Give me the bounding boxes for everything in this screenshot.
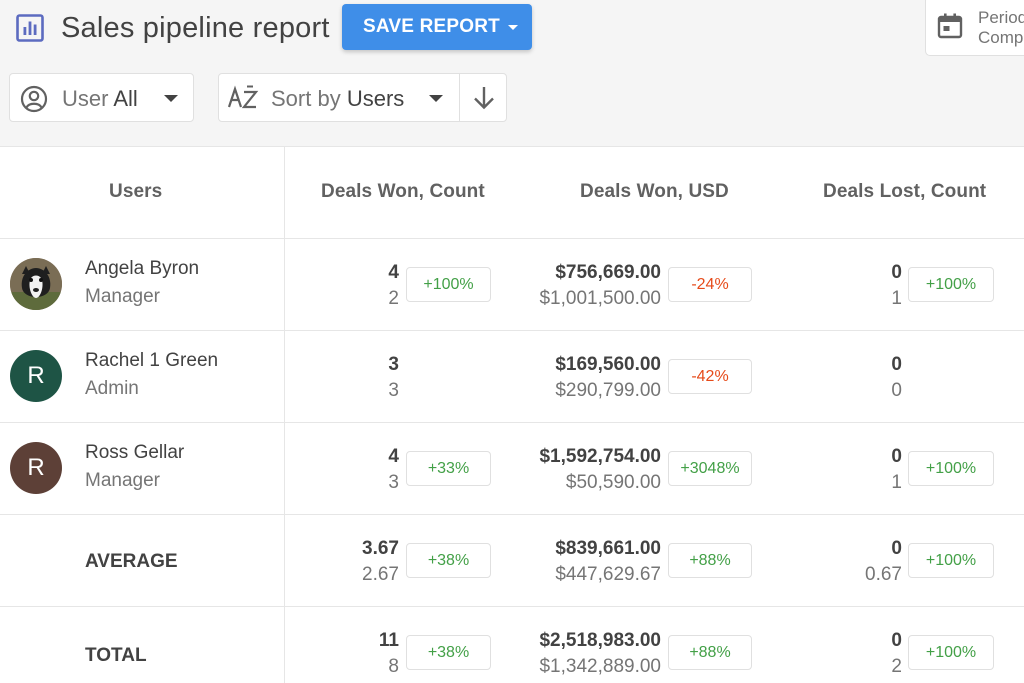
deals-won-count-previous: 2 <box>388 288 399 309</box>
deals-won-count-change-badge: +38% <box>406 543 491 578</box>
deals-won-usd-change-badge: -42% <box>668 359 752 394</box>
summary-label: AVERAGE <box>85 551 178 572</box>
bar-chart-icon <box>16 14 44 42</box>
sort-dropdown[interactable]: Sort by Users <box>218 73 507 122</box>
table-row[interactable]: R Rachel 1 Green Admin 3 3 $169,560.00 $… <box>0 330 1024 422</box>
deals-lost-count-previous: 2 <box>891 656 902 677</box>
user-role: Admin <box>85 378 139 399</box>
column-divider <box>284 147 285 683</box>
deals-won-count-current: 11 <box>378 630 399 651</box>
chevron-down-icon[interactable] <box>508 25 518 30</box>
user-filter-dropdown[interactable]: User All <box>9 73 194 122</box>
deals-won-usd-change-badge: -24% <box>668 267 752 302</box>
deals-won-count-current: 4 <box>388 262 399 283</box>
account-circle-icon <box>20 85 48 113</box>
deals-lost-count-current: 0 <box>891 446 902 467</box>
deals-lost-count-previous: 1 <box>891 472 902 493</box>
deals-lost-count-change-badge: +100% <box>908 267 994 302</box>
arrow-down-icon[interactable] <box>471 85 497 111</box>
save-report-label: SAVE REPORT <box>363 16 500 37</box>
deals-won-usd-previous: $50,590.00 <box>565 472 661 493</box>
avatar: R <box>10 350 62 402</box>
chevron-down-icon <box>429 95 443 102</box>
column-header-deals-won-usd[interactable]: Deals Won, USD <box>580 181 729 202</box>
dog-photo-icon <box>10 258 62 310</box>
deals-lost-count-change-badge: +100% <box>908 635 994 670</box>
summary-label: TOTAL <box>85 645 147 666</box>
deals-won-usd-change-badge: +88% <box>668 635 752 670</box>
summary-row-total: TOTAL 11 8 +38% $2,518,983.00 $1,342,889… <box>0 606 1024 683</box>
deals-lost-count-current: 0 <box>891 538 902 559</box>
user-name[interactable]: Angela Byron <box>85 258 200 279</box>
sort-prefix: Sort by <box>271 86 341 111</box>
deals-lost-count-change-badge: +100% <box>908 543 994 578</box>
deals-lost-count-previous: 0.67 <box>865 564 902 585</box>
report-table: Users Deals Won, Count Deals Won, USD De… <box>0 146 1024 683</box>
user-role: Manager <box>85 470 160 491</box>
deals-won-usd-current: $1,592,754.00 <box>539 446 661 467</box>
deals-won-count-previous: 2.67 <box>362 564 399 585</box>
deals-won-usd-current: $2,518,983.00 <box>539 630 661 651</box>
deals-won-count-change-badge: +38% <box>406 635 491 670</box>
sort-az-icon <box>227 85 259 109</box>
deals-won-count-previous: 3 <box>388 472 399 493</box>
deals-lost-count-change-badge: +100% <box>908 451 994 486</box>
user-role: Manager <box>85 286 160 307</box>
deals-lost-count-previous: 0 <box>891 380 902 401</box>
table-row[interactable]: Angela Byron Manager 4 2 +100% $756,669.… <box>0 238 1024 330</box>
save-report-button[interactable]: SAVE REPORT <box>342 4 532 50</box>
chevron-down-icon <box>164 95 178 102</box>
avatar <box>10 258 62 310</box>
user-name[interactable]: Rachel 1 Green <box>85 350 219 371</box>
deals-won-usd-current: $839,661.00 <box>555 538 661 559</box>
user-filter-text: User All <box>62 86 138 112</box>
deals-won-usd-previous: $1,001,500.00 <box>539 288 661 309</box>
period-label: Period <box>978 8 1024 27</box>
deals-lost-count-current: 0 <box>891 354 902 375</box>
deals-won-count-current: 4 <box>388 446 399 467</box>
column-header-deals-won-count[interactable]: Deals Won, Count <box>321 181 485 202</box>
calendar-icon <box>937 13 963 39</box>
period-compare-selector[interactable]: Period Compare <box>925 0 1024 56</box>
deals-won-usd-current: $169,560.00 <box>555 354 661 375</box>
deals-lost-count-previous: 1 <box>891 288 902 309</box>
sort-value: Users <box>346 86 405 111</box>
sort-text: Sort by Users <box>271 86 404 112</box>
user-name[interactable]: Ross Gellar <box>85 442 185 463</box>
deals-won-usd-current: $756,669.00 <box>555 262 661 283</box>
deals-won-count-previous: 8 <box>388 656 399 677</box>
deals-won-usd-change-badge: +3048% <box>668 451 752 486</box>
deals-lost-count-current: 0 <box>891 262 902 283</box>
deals-won-usd-previous: $447,629.67 <box>555 564 661 585</box>
deals-won-count-previous: 3 <box>388 380 399 401</box>
summary-row-average: AVERAGE 3.67 2.67 +38% $839,661.00 $447,… <box>0 514 1024 606</box>
deals-lost-count-current: 0 <box>891 630 902 651</box>
deals-won-count-current: 3.67 <box>362 538 399 559</box>
user-filter-prefix: User <box>62 86 109 111</box>
user-filter-value: All <box>113 86 138 111</box>
deals-won-usd-previous: $1,342,889.00 <box>539 656 661 677</box>
deals-won-count-current: 3 <box>388 354 399 375</box>
deals-won-usd-change-badge: +88% <box>668 543 752 578</box>
column-header-deals-lost-count[interactable]: Deals Lost, Count <box>823 181 987 202</box>
table-row[interactable]: R Ross Gellar Manager 4 3 +33% $1,592,75… <box>0 422 1024 514</box>
deals-won-count-change-badge: +33% <box>406 451 491 486</box>
page-title: Sales pipeline report <box>61 12 330 44</box>
deals-won-usd-previous: $290,799.00 <box>555 380 661 401</box>
divider <box>459 74 460 121</box>
compare-label: Compare <box>978 28 1024 47</box>
column-header-users[interactable]: Users <box>109 181 163 202</box>
avatar: R <box>10 442 62 494</box>
deals-won-count-change-badge: +100% <box>406 267 491 302</box>
